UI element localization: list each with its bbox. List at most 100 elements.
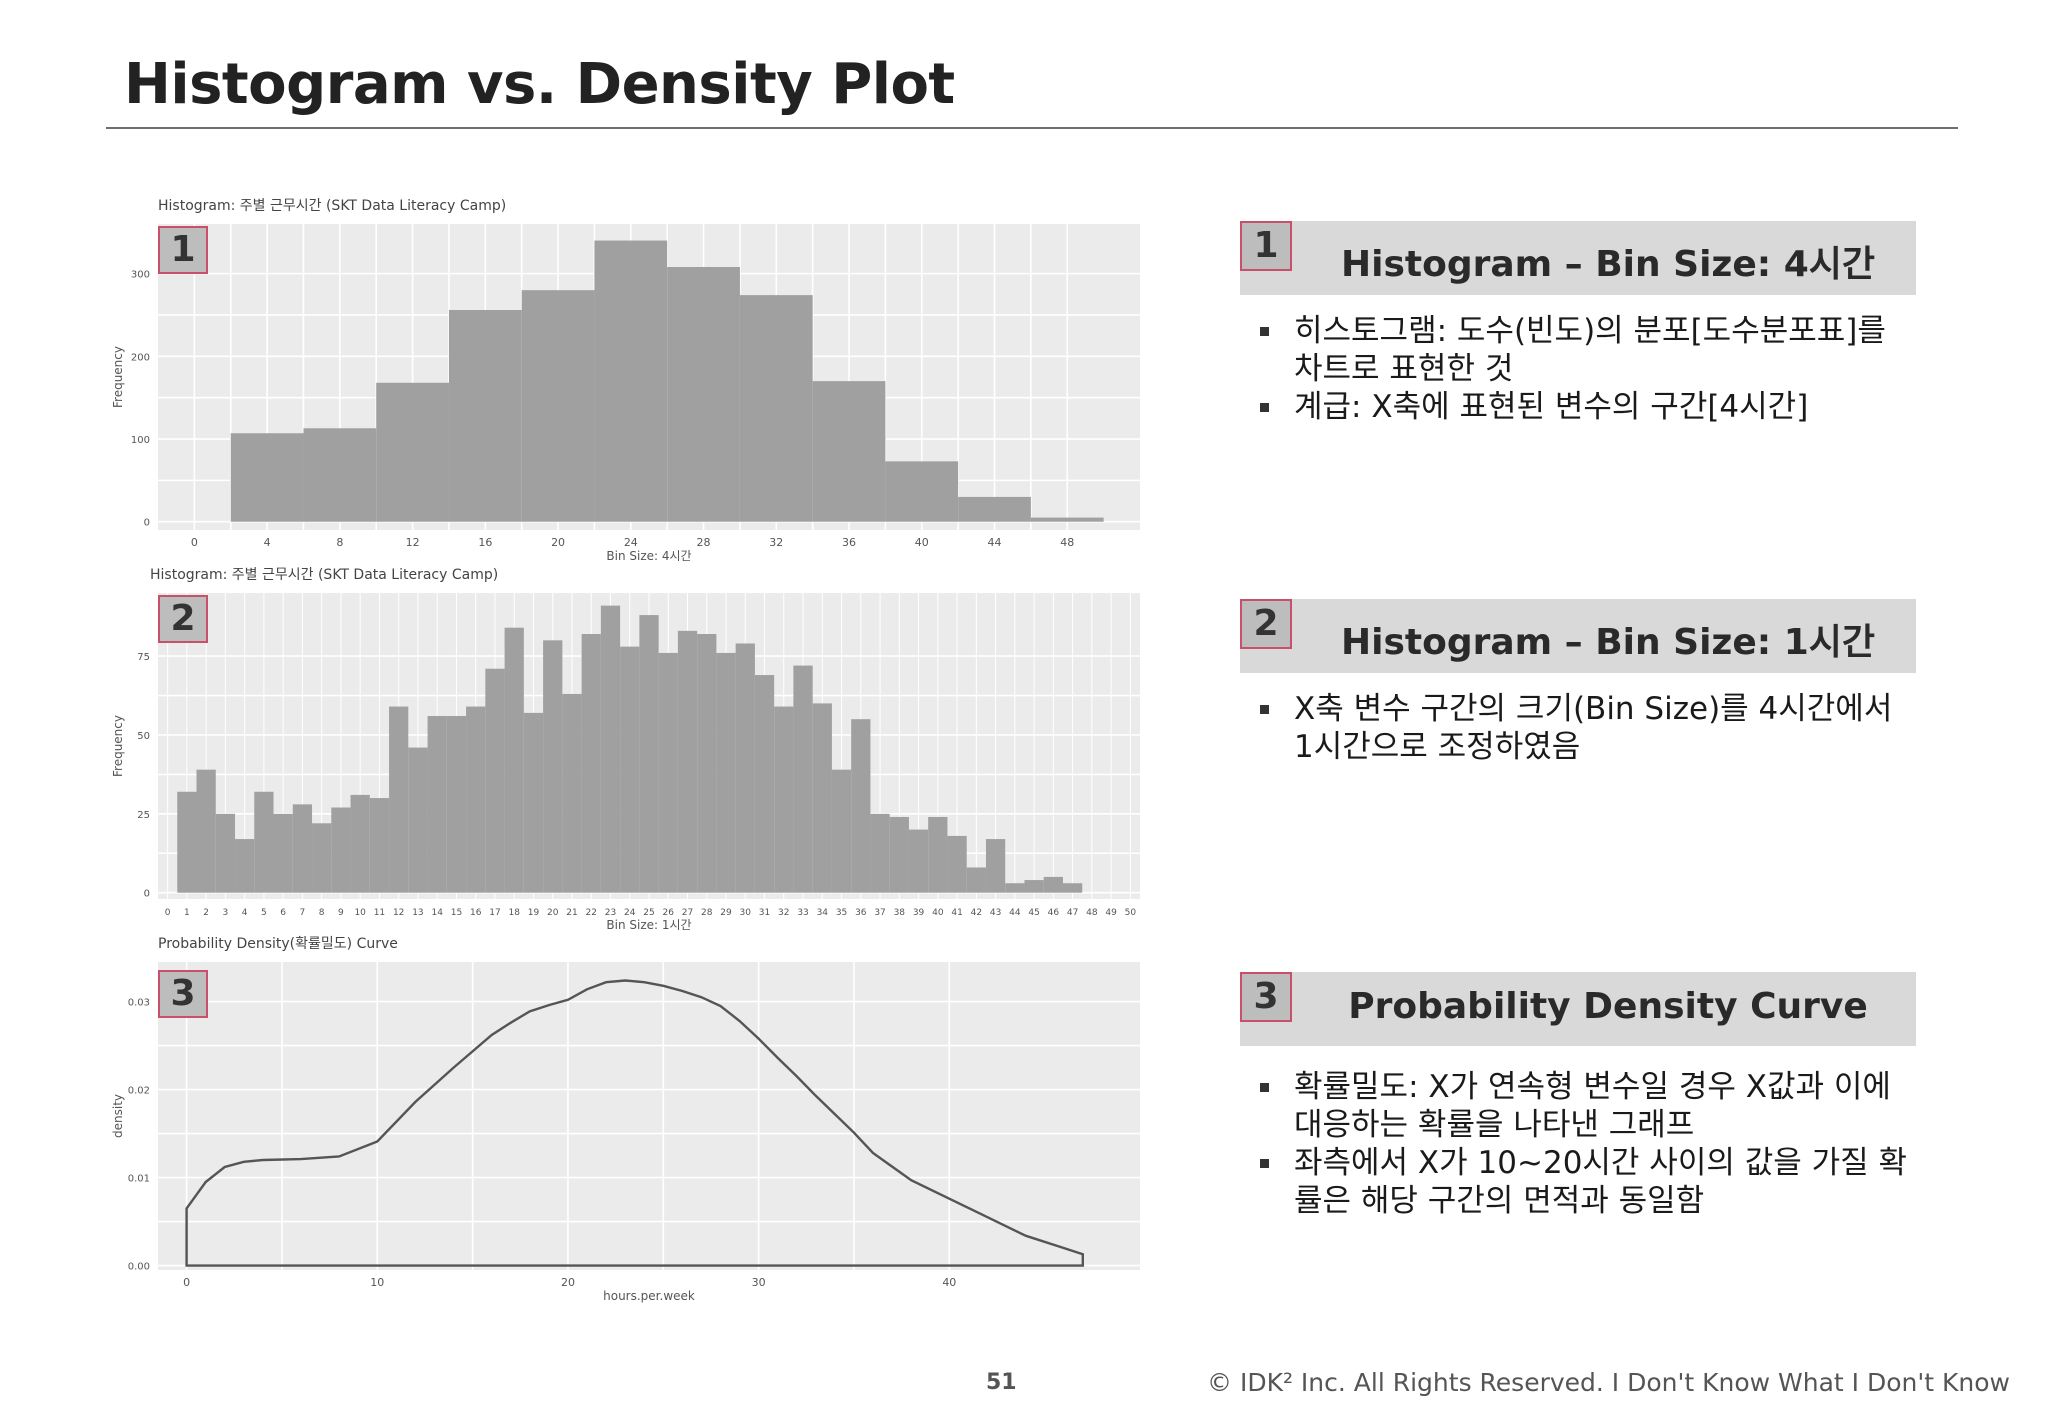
x-tick-label: 33 — [797, 908, 808, 918]
histogram-bar — [254, 791, 274, 893]
histogram-bar — [870, 813, 890, 893]
x-tick-label: 20 — [561, 1276, 575, 1289]
histogram-bar — [812, 381, 886, 522]
density-curve-svg: 0 10 20 30 40 0.00 0.01 0.02 0.03 Probability Den… — [111, 936, 1140, 1303]
histogram-bar — [292, 804, 313, 893]
x-tick-label: 32 — [778, 908, 789, 918]
card-3-bullets: 확률밀도: X가 연속형 변수일 경우 X값과 이에 대응하는 확률을 나타낸 … — [1256, 1068, 1916, 1220]
x-tick-label: 4 — [264, 536, 271, 549]
histogram-bar — [369, 798, 390, 893]
bullet-item: 계급: X축에 표현된 변수의 구간[4시간] — [1256, 388, 1916, 426]
x-tick-label: 4 — [242, 908, 248, 918]
title-divider — [106, 127, 1958, 129]
histogram-bar — [523, 712, 544, 893]
x-tick-label: 10 — [354, 908, 366, 918]
x-tick-label: 28 — [701, 908, 713, 918]
chart-badge: 3 — [158, 970, 208, 1018]
x-tick-label: 47 — [1067, 908, 1078, 918]
histogram-bar — [562, 693, 582, 893]
x-tick-label: 35 — [836, 908, 847, 918]
y-tick-label: 0.01 — [128, 1174, 150, 1185]
x-axis-label: Bin Size: 1시간 — [606, 918, 691, 932]
histogram-bar — [376, 382, 449, 522]
histogram-bar — [350, 794, 370, 893]
y-tick-label: 0 — [144, 518, 150, 529]
x-tick-label: 11 — [374, 908, 385, 918]
bullet-item: X축 변수 구간의 크기(Bin Size)를 4시간에서 1시간으로 조정하였… — [1256, 690, 1916, 766]
page-title: Histogram vs. Density Plot — [124, 52, 955, 117]
histogram-bar — [754, 675, 775, 893]
histogram-bar — [774, 706, 794, 893]
x-tick-label: 25 — [643, 908, 654, 918]
x-tick-label: 41 — [951, 908, 962, 918]
x-tick-label: 30 — [752, 1276, 766, 1289]
histogram-bar — [831, 769, 852, 893]
x-tick-label: 7 — [300, 908, 306, 918]
y-tick-label: 50 — [137, 731, 150, 742]
x-tick-label: 43 — [990, 908, 1001, 918]
x-tick-label: 40 — [942, 1276, 956, 1289]
x-tick-label: 32 — [769, 536, 783, 549]
histogram-bar — [177, 791, 197, 893]
histogram-bar — [697, 634, 717, 893]
histogram-bar — [312, 823, 332, 893]
bullet-item: 확률밀도: X가 연속형 변수일 경우 X값과 이에 대응하는 확률을 나타낸 … — [1256, 1068, 1916, 1144]
chart-title: Histogram: 주별 근무시간 (SKT Data Literacy Ca… — [150, 567, 498, 583]
chart-badge: 2 — [158, 595, 208, 643]
y-tick-label: 300 — [131, 270, 150, 281]
y-tick-label: 0.03 — [128, 998, 150, 1009]
histogram-bar — [543, 640, 563, 893]
histogram-bar — [1062, 883, 1083, 893]
x-tick-label: 48 — [1060, 536, 1074, 549]
card-2-bullets: X축 변수 구간의 크기(Bin Size)를 4시간에서 1시간으로 조정하였… — [1256, 690, 1916, 766]
histogram-bar — [958, 496, 1031, 522]
x-tick-label: 8 — [319, 908, 325, 918]
histogram-bar — [885, 461, 959, 522]
histogram-bar — [389, 706, 409, 893]
histogram-bar — [667, 267, 740, 522]
x-tick-label: 8 — [336, 536, 343, 549]
x-tick-label: 40 — [915, 536, 929, 549]
histogram-bar — [812, 703, 832, 893]
histogram-bar — [594, 240, 668, 522]
x-tick-label: 9 — [338, 908, 344, 918]
x-tick-label: 2 — [203, 908, 209, 918]
histogram-bar — [1043, 876, 1063, 893]
x-tick-label: 10 — [370, 1276, 384, 1289]
histogram-bar — [928, 816, 948, 893]
x-tick-label: 36 — [855, 908, 867, 918]
y-tick-label: 200 — [131, 352, 150, 363]
x-tick-label: 0 — [165, 908, 171, 918]
x-tick-label: 40 — [932, 908, 944, 918]
x-tick-label: 29 — [720, 908, 732, 918]
card-3-header: 3 Probability Density Curve — [1240, 972, 1916, 1046]
y-tick-label: 75 — [137, 652, 150, 663]
x-tick-label: 5 — [261, 908, 267, 918]
x-tick-label: 45 — [1028, 908, 1039, 918]
density-curve-chart: 0 10 20 30 40 0.00 0.01 0.02 0.03 Probability Den… — [108, 936, 1148, 1308]
x-axis-label: hours.per.week — [603, 1289, 695, 1303]
histogram-bar — [303, 428, 377, 522]
histogram-bar — [466, 706, 486, 893]
histogram-bar — [446, 716, 467, 893]
histogram-bar — [331, 807, 351, 893]
x-tick-label: 23 — [605, 908, 616, 918]
x-tick-label: 19 — [528, 908, 540, 918]
x-tick-label: 20 — [547, 908, 559, 918]
x-tick-label: 0 — [183, 1276, 190, 1289]
x-tick-label: 28 — [697, 536, 711, 549]
x-tick-label: 3 — [223, 908, 229, 918]
y-tick-label: 0 — [144, 889, 150, 900]
histogram-bar — [658, 652, 678, 893]
histogram-bar — [427, 716, 447, 893]
x-tick-label: 39 — [913, 908, 925, 918]
y-tick-label: 100 — [131, 435, 150, 446]
x-tick-label: 12 — [406, 536, 420, 549]
x-tick-label: 18 — [508, 908, 520, 918]
density-curve-line — [185, 979, 1084, 1267]
x-tick-label: 6 — [280, 908, 286, 918]
histogram-bar — [716, 652, 736, 893]
x-tick-label: 31 — [759, 908, 770, 918]
chart-badge: 1 — [158, 226, 208, 274]
chart-title: Histogram: 주별 근무시간 (SKT Data Literacy Ca… — [158, 198, 506, 214]
